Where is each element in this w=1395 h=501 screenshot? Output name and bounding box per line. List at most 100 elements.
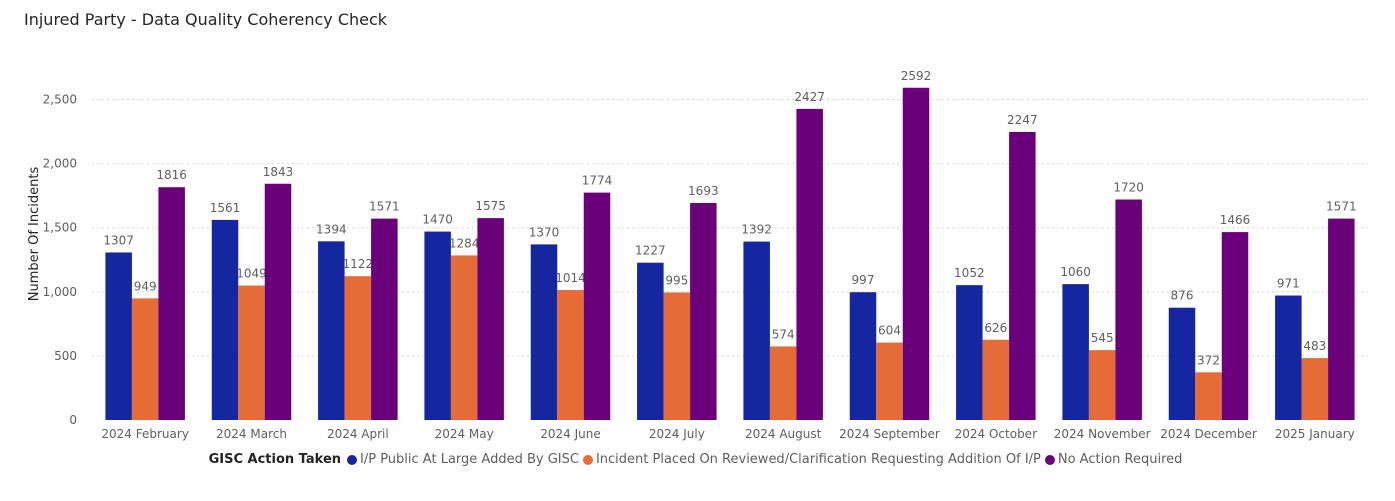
- bar[interactable]: [1088, 350, 1116, 420]
- data-label: 1227: [635, 244, 666, 258]
- y-tick-label: 1,500: [43, 221, 77, 235]
- legend-item-no-action[interactable]: No Action Required: [1044, 452, 1183, 467]
- x-tick-label: 2024 October: [955, 427, 1037, 441]
- bar[interactable]: [238, 285, 265, 420]
- data-label: 1720: [1113, 181, 1144, 195]
- data-label: 1693: [688, 184, 719, 198]
- x-tick-label: 2024 November: [1054, 427, 1151, 441]
- bar[interactable]: [743, 241, 770, 420]
- y-tick-label: 2,500: [43, 93, 77, 107]
- legend-item-incident-placed[interactable]: Incident Placed On Reviewed/Clarificatio…: [582, 452, 1041, 467]
- data-label: 995: [665, 273, 688, 287]
- data-label: 1370: [529, 225, 560, 239]
- bar[interactable]: [1221, 232, 1249, 420]
- bar[interactable]: [1275, 295, 1302, 420]
- legend-label: Incident Placed On Reviewed/Clarificatio…: [595, 452, 1041, 467]
- data-label: 1466: [1220, 213, 1251, 227]
- bar[interactable]: [1115, 199, 1142, 420]
- x-tick-label: 2024 June: [540, 427, 601, 441]
- bar[interactable]: [637, 262, 664, 420]
- data-label: 997: [852, 273, 875, 287]
- bar[interactable]: [1009, 131, 1036, 420]
- bar[interactable]: [1328, 218, 1355, 420]
- data-label: 1122: [343, 257, 374, 271]
- bar[interactable]: [956, 285, 983, 420]
- bar[interactable]: [530, 244, 558, 420]
- chart-title: Injured Party - Data Quality Coherency C…: [24, 10, 388, 29]
- data-label: 1843: [263, 165, 294, 179]
- data-label: 1470: [422, 213, 453, 227]
- bar[interactable]: [690, 202, 717, 420]
- data-label: 483: [1303, 339, 1326, 353]
- x-axis: 2024 February 2024 March 2024 April 2024 Ma…: [101, 427, 1354, 441]
- data-label: 626: [984, 321, 1007, 335]
- bar[interactable]: [796, 108, 823, 421]
- bar[interactable]: [876, 342, 903, 420]
- x-tick-label: 2024 March: [216, 427, 287, 441]
- y-tick-label: 2,000: [43, 157, 77, 171]
- bar[interactable]: [450, 255, 478, 420]
- x-tick-label: 2024 December: [1160, 427, 1257, 441]
- data-label: 2427: [794, 90, 825, 104]
- bar[interactable]: [557, 290, 584, 420]
- y-axis-label: Number Of Incidents: [27, 167, 42, 302]
- data-label: 1575: [475, 199, 506, 213]
- x-tick-label: 2024 May: [435, 427, 494, 441]
- legend: GISC Action Taken I/P Public At Large Ad…: [0, 452, 1395, 467]
- legend-label: I/P Public At Large Added By GISC: [360, 452, 579, 467]
- bars: 1307 949 1816 1561 1049 1843 1394 1122 1571 1470 1…: [103, 69, 1357, 421]
- data-label: 1774: [582, 174, 613, 188]
- data-label: 1284: [449, 236, 480, 250]
- data-label: 1392: [741, 223, 772, 237]
- data-label: 1060: [1060, 265, 1091, 279]
- legend-item-ip-public[interactable]: I/P Public At Large Added By GISC: [347, 452, 579, 467]
- bar[interactable]: [1195, 372, 1222, 420]
- bar[interactable]: [1168, 307, 1196, 420]
- bar[interactable]: [1062, 284, 1089, 420]
- bar[interactable]: [663, 292, 691, 420]
- data-label: 2247: [1007, 113, 1038, 127]
- data-label: 1307: [103, 233, 134, 247]
- x-tick-label: 2024 February: [101, 427, 189, 441]
- data-label: 372: [1197, 353, 1220, 367]
- bar[interactable]: [982, 339, 1010, 420]
- bar[interactable]: [902, 87, 930, 421]
- data-label: 971: [1277, 277, 1300, 291]
- y-axis: 0 500 1,000 1,500 2,000 2,500: [43, 93, 77, 427]
- data-label: 1571: [369, 200, 400, 214]
- bar[interactable]: [1301, 358, 1329, 420]
- bar[interactable]: [158, 187, 185, 420]
- legend-label: No Action Required: [1057, 452, 1183, 467]
- bar[interactable]: [344, 276, 372, 420]
- y-tick-label: 500: [54, 349, 77, 363]
- x-tick-label: 2024 September: [839, 427, 940, 441]
- data-label: 1394: [316, 222, 347, 236]
- data-label: 876: [1171, 289, 1194, 303]
- x-tick-label: 2024 July: [649, 427, 705, 441]
- data-label: 949: [134, 279, 157, 293]
- bar[interactable]: [424, 231, 451, 420]
- bar[interactable]: [211, 219, 239, 420]
- bar[interactable]: [105, 252, 132, 420]
- bar[interactable]: [769, 346, 797, 420]
- data-label: 1561: [210, 201, 241, 215]
- data-label: 574: [772, 327, 795, 341]
- bar[interactable]: [131, 298, 159, 420]
- x-tick-label: 2024 April: [327, 427, 389, 441]
- bar[interactable]: [318, 241, 345, 420]
- bar[interactable]: [583, 192, 611, 420]
- legend-marker: [582, 454, 593, 465]
- data-label: 1052: [954, 266, 985, 280]
- data-label: 1014: [555, 271, 586, 285]
- x-tick-label: 2024 August: [745, 427, 822, 441]
- bar-chart: 0 500 1,000 1,500 2,000 2,500 Number Of Incid…: [27, 69, 1368, 441]
- bar[interactable]: [849, 292, 877, 420]
- legend-marker: [347, 454, 358, 465]
- data-label: 2592: [901, 69, 932, 83]
- y-tick-label: 1,000: [43, 285, 77, 299]
- bar[interactable]: [477, 218, 504, 420]
- bar[interactable]: [371, 218, 398, 420]
- data-label: 1571: [1326, 200, 1357, 214]
- data-label: 1816: [156, 168, 187, 182]
- bar[interactable]: [264, 183, 292, 420]
